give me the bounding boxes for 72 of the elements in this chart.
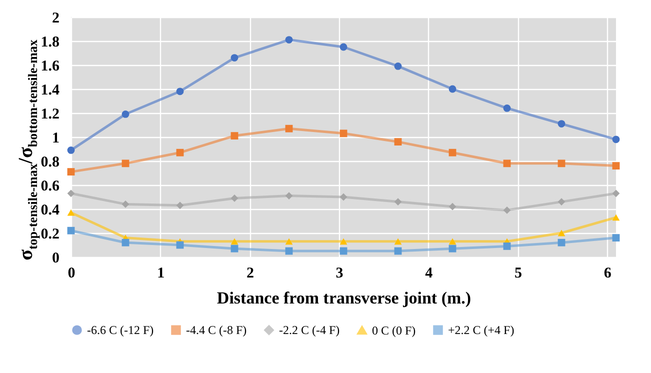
point [285,124,293,132]
point [394,198,402,206]
point [285,192,293,200]
point [448,238,456,245]
point [122,160,130,168]
point [612,234,620,242]
point [67,168,75,176]
point [503,160,511,168]
point [448,244,456,252]
point [285,36,293,44]
point [230,132,238,140]
x-axis-title: Distance from transverse joint (m.) [216,288,472,308]
point [340,193,348,201]
point [176,148,184,156]
point [67,226,75,234]
y-tick-label: 0.8 [40,154,60,170]
y-tick-label: 1.2 [40,106,60,122]
legend-label: 0 C (0 F) [372,323,416,338]
point [612,214,620,221]
point [340,43,348,51]
y-tick-label: 2 [52,10,60,26]
point [503,242,511,250]
point [612,136,620,144]
point [448,148,456,156]
point [503,206,511,214]
y-tick-label: 0.6 [40,178,60,194]
point [67,209,75,216]
legend-label: -4.4 C (-8 F) [186,323,247,338]
y-tick-label: 1.8 [40,34,60,50]
y-tick-label: 1 [52,130,60,146]
point [285,238,293,245]
point [503,104,511,112]
point [558,198,566,206]
point [230,238,238,245]
x-tick-label: 6 [604,266,612,282]
legend-label: -2.2 C (-4 F) [279,323,340,338]
y-tick-label: 0 [52,250,60,266]
point [176,88,184,96]
x-tick-label: 4 [425,266,434,282]
point [394,238,402,245]
point [122,200,130,208]
point [448,202,456,210]
y-tick-label: 0.2 [40,226,60,242]
point [122,110,130,118]
point [230,194,238,202]
y-tick-label: 0.4 [40,202,60,218]
point [612,162,620,170]
point [558,238,566,246]
point [612,190,620,198]
y-tick-label: 1.6 [40,58,60,74]
x-tick-label: 0 [68,266,76,282]
x-tick-label: 5 [514,266,522,282]
point [394,138,402,146]
legend-label: +2.2 C (+4 F) [448,323,514,338]
x-tick-label: 2 [246,266,254,282]
point [67,146,75,154]
point [558,230,566,236]
point [394,62,402,70]
point [558,160,566,168]
point [176,202,184,210]
y-tick-label: 1.4 [40,82,60,98]
x-tick-label: 1 [157,266,165,282]
point [230,54,238,62]
point [448,85,456,93]
point [230,244,238,252]
point [122,238,130,246]
point [67,190,75,198]
legend-label: -6.6 C (-12 F) [87,323,154,338]
point [340,238,348,245]
point [340,130,348,138]
x-tick-label: 3 [336,266,344,282]
point [558,120,566,128]
